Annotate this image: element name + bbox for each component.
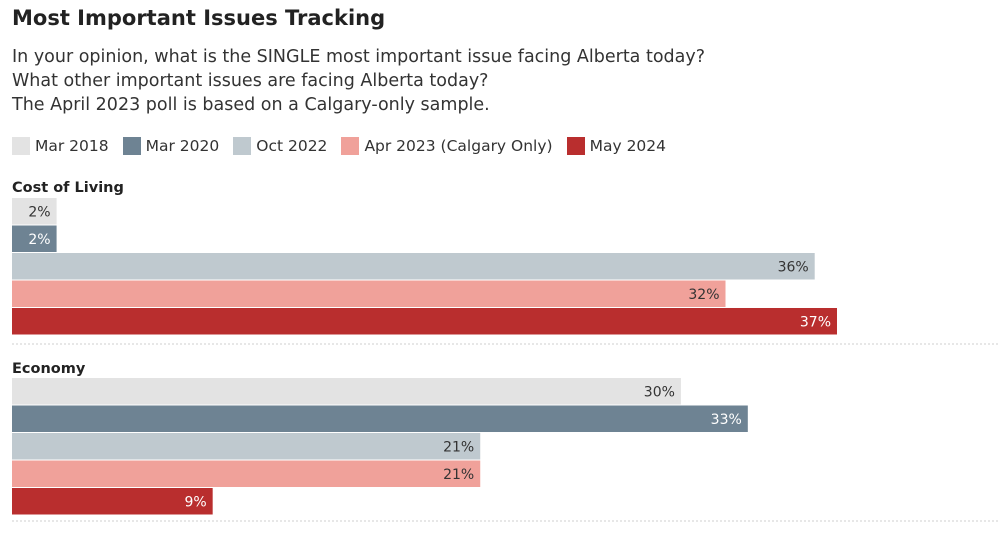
- data-label-economy-mar-2018: 30%: [644, 384, 675, 400]
- data-label-cost-of-living-may-2024: 37%: [800, 314, 831, 330]
- data-label-cost-of-living-mar-2020: 2%: [28, 232, 50, 248]
- category-label-economy: Economy: [12, 361, 86, 377]
- category-label-cost-of-living: Cost of Living: [12, 180, 124, 196]
- legend: Mar 2018 Mar 2020 Oct 2022 Apr 2023 (Cal…: [12, 135, 680, 157]
- data-label-economy-mar-2020: 33%: [711, 412, 742, 428]
- legend-label: Mar 2020: [145, 137, 220, 155]
- chart-title: Most Important Issues Tracking: [12, 6, 386, 30]
- legend-swatch: [341, 137, 360, 155]
- data-label-cost-of-living-mar-2018: 2%: [28, 204, 50, 220]
- legend-label: Apr 2023 (Calgary Only): [364, 137, 553, 155]
- bar-cost-of-living-oct-2022: [12, 253, 815, 280]
- bar-economy-oct-2022: [12, 433, 481, 460]
- data-label-economy-apr-2023-calgary-only: 21%: [443, 467, 474, 483]
- legend-item-mar-2018: Mar 2018: [12, 137, 109, 155]
- legend-swatch: [122, 137, 141, 155]
- data-label-cost-of-living-oct-2022: 36%: [778, 259, 809, 275]
- bar-economy-apr-2023-calgary-only: [12, 460, 481, 487]
- bar-economy-mar-2020: [12, 405, 748, 432]
- subtitle-line-3: The April 2023 poll is based on a Calgar…: [12, 95, 490, 115]
- subtitle-line-1: In your opinion, what is the SINGLE most…: [12, 47, 706, 67]
- legend-item-may-2024: May 2024: [566, 137, 667, 155]
- bar-cost-of-living-apr-2023-calgary-only: [12, 280, 726, 307]
- legend-item-mar-2020: Mar 2020: [122, 137, 220, 155]
- legend-label: Oct 2022: [256, 137, 328, 155]
- legend-item-oct-2022: Oct 2022: [233, 137, 327, 155]
- legend-label: Mar 2018: [35, 137, 109, 155]
- data-label-cost-of-living-apr-2023-calgary-only: 32%: [688, 287, 719, 303]
- bar-cost-of-living-mar-2020: [12, 225, 57, 252]
- legend-label: May 2024: [589, 137, 667, 155]
- bar-cost-of-living-mar-2018: [12, 198, 57, 225]
- legend-swatch: [12, 137, 30, 155]
- data-label-economy-may-2024: 9%: [184, 494, 206, 510]
- bar-economy-mar-2018: [12, 378, 681, 405]
- data-label-economy-oct-2022: 21%: [443, 439, 474, 455]
- subtitle-line-2: What other important issues are facing A…: [12, 71, 489, 91]
- legend-swatch: [566, 137, 585, 155]
- legend-item-apr-2023: Apr 2023 (Calgary Only): [341, 137, 553, 155]
- bar-economy-may-2024: [12, 488, 213, 515]
- legend-swatch: [233, 137, 252, 155]
- bar-cost-of-living-may-2024: [12, 308, 837, 335]
